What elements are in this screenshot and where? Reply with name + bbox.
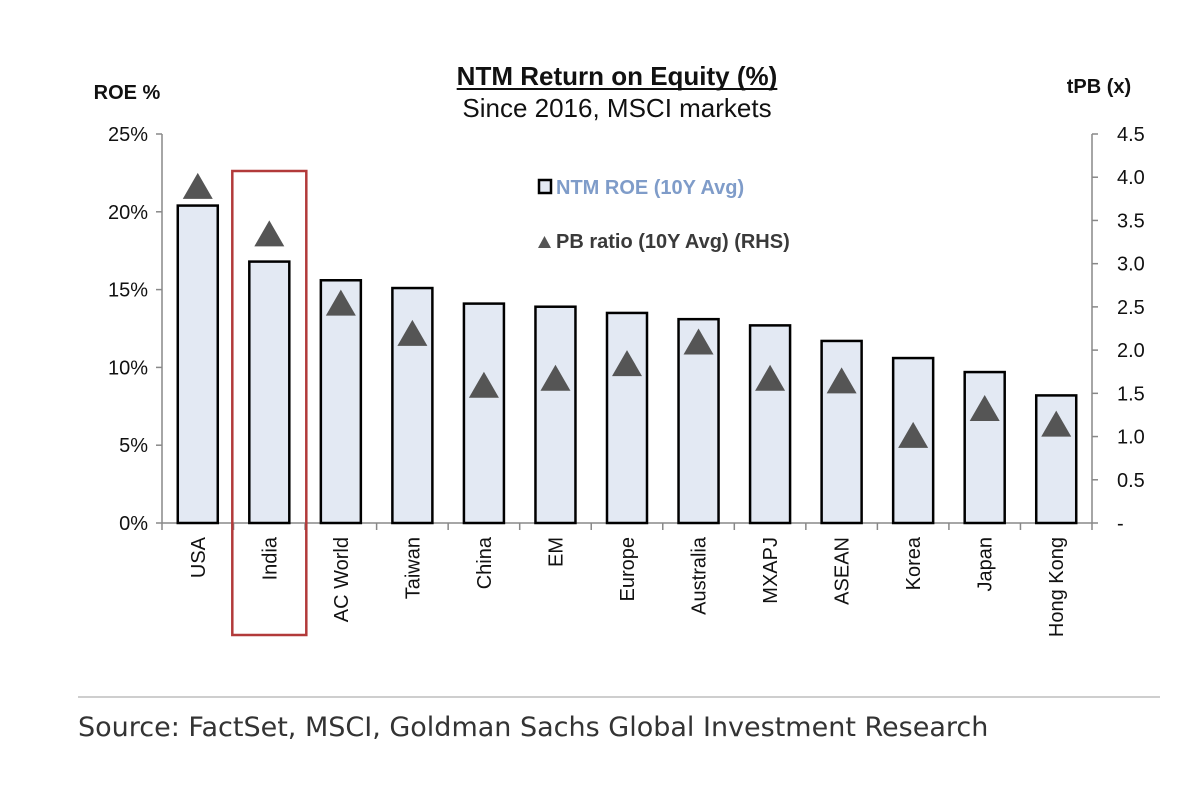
legend-marker-swatch — [538, 236, 551, 248]
right-tick-label: 1.0 — [1117, 427, 1145, 449]
category-label: China — [474, 536, 496, 589]
right-tick-label: 2.5 — [1117, 297, 1145, 319]
category-label: AC World — [331, 537, 353, 622]
pb-marker-series — [182, 172, 1072, 448]
category-label: Europe — [617, 537, 639, 602]
left-tick-label: 15% — [108, 280, 148, 302]
pb-marker — [325, 289, 356, 316]
roe-bar — [319, 279, 363, 525]
legend-bar-swatch — [537, 178, 553, 195]
category-label: Hong Kong — [1046, 537, 1068, 637]
right-tick-label: 4.0 — [1117, 167, 1145, 189]
pb-marker — [612, 350, 642, 377]
category-label: EM — [545, 537, 567, 567]
right-tick-label: 2.0 — [1117, 340, 1145, 362]
pb-marker — [182, 172, 213, 199]
category-label: ASEAN — [832, 537, 854, 605]
left-tick-label: 10% — [108, 357, 148, 379]
left-tick-label: 25% — [108, 124, 148, 146]
category-label: USA — [188, 536, 210, 578]
category-label: Taiwan — [402, 537, 424, 599]
roe-bar — [176, 204, 220, 525]
india-highlight-box — [231, 169, 308, 637]
source-note: Source: FactSet, MSCI, Goldman Sachs Glo… — [78, 712, 989, 743]
roe-bar — [748, 324, 792, 525]
roe-bar — [1034, 394, 1078, 525]
pb-marker — [540, 364, 571, 391]
category-label: Australia — [689, 536, 711, 615]
left-tick-label: 5% — [119, 435, 148, 457]
right-tick-label: - — [1117, 513, 1124, 535]
roe-bar — [462, 302, 506, 525]
left-axis-label: ROE % — [94, 82, 161, 104]
left-axis: 0% 5% 10% 15% 20% 25% — [108, 124, 1093, 535]
right-tick-label: 0.5 — [1117, 470, 1145, 492]
pb-marker — [397, 319, 428, 346]
category-label: India — [259, 536, 281, 580]
roe-bar — [605, 311, 649, 525]
right-axis: - 0.5 1.0 1.5 2.0 2.5 3.0 3.5 4.0 4.5 — [1091, 124, 1145, 535]
category-label: Korea — [903, 536, 925, 590]
category-label: Japan — [975, 537, 997, 592]
category-labels: USA India AC World Taiwan China EM Europe Austr… — [188, 536, 1068, 637]
pb-marker — [898, 421, 929, 448]
roe-bar — [248, 260, 291, 525]
roe-bar — [534, 305, 577, 525]
right-tick-label: 1.5 — [1117, 383, 1145, 405]
pb-marker — [755, 364, 786, 391]
roe-bar — [963, 370, 1006, 525]
left-tick-label: 0% — [119, 513, 148, 535]
chart-subtitle: Since 2016, MSCI markets — [462, 93, 771, 123]
category-label: MXAPJ — [760, 537, 782, 604]
pb-marker — [468, 371, 499, 398]
right-tick-label: 3.5 — [1117, 210, 1145, 232]
right-axis-label: tPB (x) — [1067, 76, 1131, 98]
legend-marker-label: PB ratio (10Y Avg) (RHS) — [556, 231, 790, 253]
pb-marker — [254, 220, 285, 247]
left-tick-label: 20% — [108, 202, 148, 224]
right-tick-label: 4.5 — [1117, 124, 1145, 146]
legend-bar-label: NTM ROE (10Y Avg) — [556, 177, 744, 199]
pb-marker — [826, 367, 857, 394]
pb-marker — [1041, 410, 1072, 437]
pb-marker — [969, 395, 1000, 422]
pb-marker — [683, 328, 714, 355]
right-tick-label: 3.0 — [1117, 254, 1145, 276]
chart-title: NTM Return on Equity (%) — [457, 61, 778, 91]
legend: NTM ROE (10Y Avg) PB ratio (10Y Avg) (RH… — [537, 177, 790, 253]
